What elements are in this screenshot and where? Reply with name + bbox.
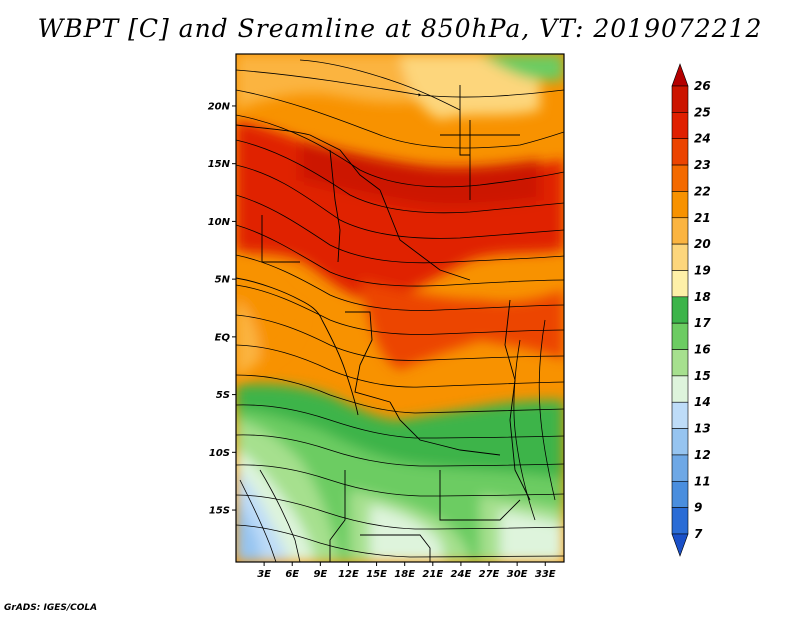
colorbar-label: 23: [694, 158, 711, 172]
lat-label: EQ: [215, 332, 231, 343]
colorbar-label: 25: [694, 105, 711, 119]
colorbar-label: 22: [694, 184, 711, 198]
colorbar-swatch: [671, 322, 689, 350]
latitude-axis: 20N 15N 10N 5N EQ 5S 10S 15S: [208, 101, 236, 517]
colorbar-swatch: [671, 349, 689, 377]
colorbar-swatch: [671, 85, 689, 113]
lon-label: 18E: [394, 569, 415, 580]
grads-credit: GrADS: IGES/COLA: [4, 603, 98, 613]
lon-label: 21E: [422, 569, 443, 580]
colorbar-swatch: [671, 112, 689, 140]
colorbar-label: 9: [694, 501, 702, 515]
colorbar-swatch: [671, 138, 689, 166]
colorbar-label: 12: [694, 448, 711, 462]
colorbar-swatch: [671, 243, 689, 271]
lat-label: 15N: [208, 159, 231, 170]
colorbar-swatch: [671, 480, 689, 508]
lat-label: 10S: [209, 448, 230, 459]
lat-label: 5N: [215, 275, 231, 286]
lon-label: 30E: [507, 569, 528, 580]
lon-label: 24E: [451, 569, 472, 580]
colorbar-label: 13: [694, 422, 711, 436]
lon-label: 6E: [285, 569, 299, 580]
colorbar-label: 19: [694, 263, 711, 277]
lat-label: 15S: [209, 506, 230, 517]
colorbar-swatch: [671, 63, 689, 87]
colorbar-swatch: [671, 428, 689, 456]
colorbar-label: 7: [694, 527, 703, 541]
colorbar-swatch: [671, 454, 689, 482]
colorbar-swatch: [671, 533, 689, 557]
colorbar: 26 25 24 23 22 21 20 19 18 17 16 15 14 13 12 11 9 7: [671, 63, 711, 557]
colorbar-label: 11: [694, 474, 711, 488]
colorbar-swatch: [671, 375, 689, 403]
colorbar-label: 24: [694, 132, 711, 146]
lat-label: 20N: [208, 101, 231, 112]
colorbar-label: 20: [694, 237, 711, 251]
lat-label: 10N: [208, 217, 231, 228]
colorbar-swatch: [671, 164, 689, 192]
colorbar-label: 21: [694, 211, 711, 225]
colorbar-label: 14: [694, 395, 711, 409]
streamlines: [236, 59, 564, 562]
lon-label: 27E: [479, 569, 500, 580]
colorbar-swatch: [671, 401, 689, 429]
wbpt-field: [236, 54, 564, 562]
plot-frame: [235, 53, 565, 563]
colorbar-swatch: [671, 191, 689, 219]
lon-label: 33E: [535, 569, 556, 580]
lon-label: 12E: [338, 569, 359, 580]
colorbar-swatch: [671, 270, 689, 298]
colorbar-label: 26: [694, 79, 711, 93]
map-title: WBPT [C] and Sreamline at 850hPa, VT: 20…: [37, 14, 763, 43]
colorbar-label: 18: [694, 290, 711, 304]
colorbar-label: 16: [694, 343, 711, 357]
colorbar-label: 15: [694, 369, 711, 383]
longitude-axis: 3E 6E 9E 12E 15E 18E 21E 24E 27E 30E 33E: [257, 562, 556, 580]
lon-label: 15E: [366, 569, 387, 580]
country-borders: [236, 85, 531, 562]
colorbar-label: 17: [694, 316, 711, 330]
colorbar-swatch: [671, 507, 689, 535]
lat-label: 5S: [216, 390, 230, 401]
colorbar-swatch: [671, 296, 689, 324]
lon-label: 9E: [313, 569, 327, 580]
lon-label: 3E: [257, 569, 271, 580]
colorbar-swatch: [671, 217, 689, 245]
